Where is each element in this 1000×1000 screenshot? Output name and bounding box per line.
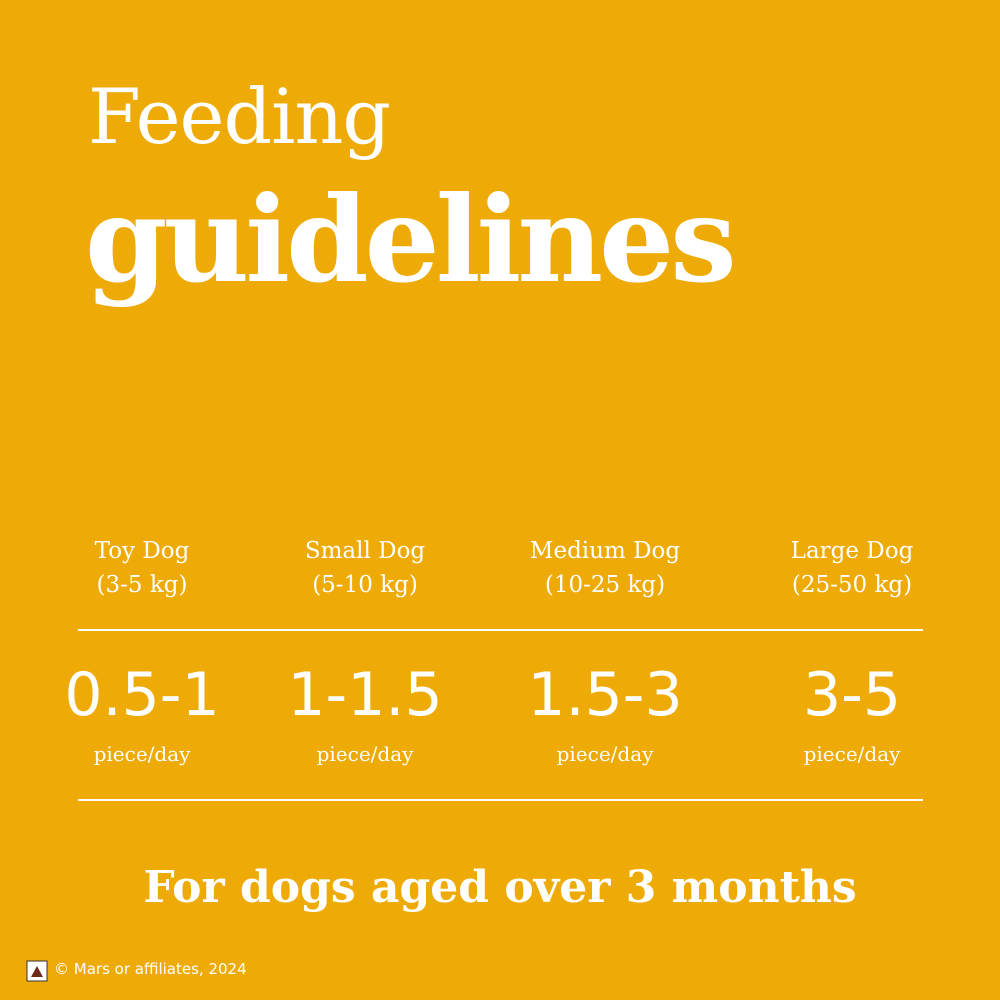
dog-weight: (3-5 kg) [96, 572, 188, 598]
dog-icons [0, 390, 1000, 520]
footnote: For dogs aged over 3 months [143, 862, 857, 913]
dog-size: Toy Dog [94, 538, 190, 564]
copyright: © Mars or affiliates, 2024 [54, 960, 247, 978]
dog-size: Medium Dog [529, 538, 681, 564]
unit: piece/day [556, 742, 654, 766]
title-line1: Feeding [88, 72, 391, 161]
amount: 1-1.5 [287, 660, 443, 730]
divider [78, 799, 923, 801]
amount: 3-5 [803, 660, 901, 730]
dog-weight: (10-25 kg) [544, 572, 666, 598]
amount: 0.5-1 [64, 660, 220, 730]
amount: 1.5-3 [527, 660, 683, 730]
dog-weight: (5-10 kg) [312, 572, 418, 598]
logo [26, 960, 48, 982]
title-line2: guidelines [85, 170, 737, 309]
dog-weight: (25-50 kg) [791, 572, 913, 598]
unit: piece/day [316, 742, 414, 766]
dog-size: Large Dog [790, 538, 914, 564]
dog-size: Small Dog [304, 538, 426, 564]
divider [78, 629, 923, 631]
unit: piece/day [93, 742, 191, 766]
unit: piece/day [803, 742, 901, 766]
